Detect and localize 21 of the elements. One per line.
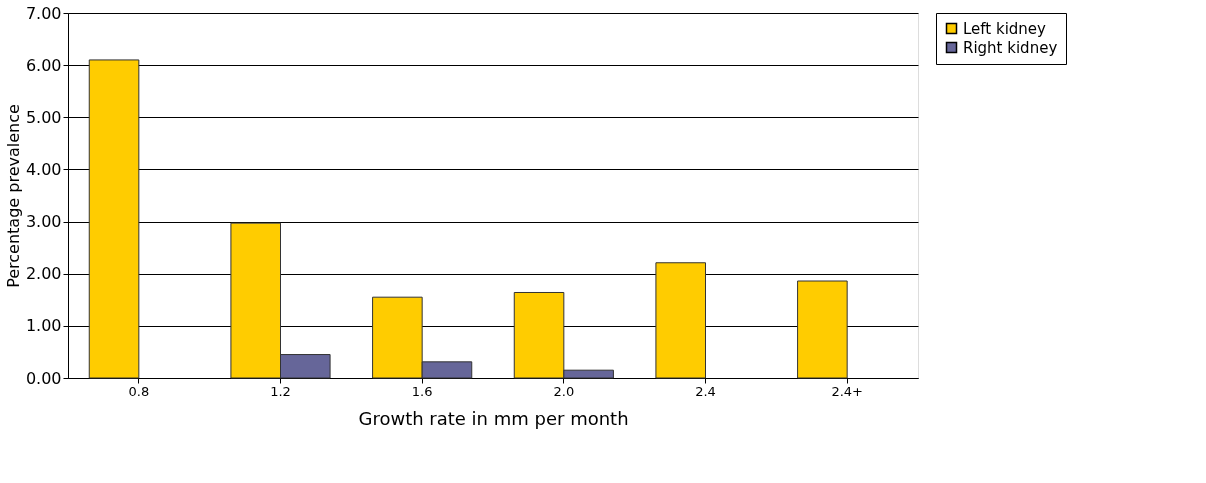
y-tick-label: 3.00 (25, 212, 62, 232)
legend-label: Right kidney (963, 38, 1058, 57)
y-tick-label: 7.00 (25, 3, 62, 23)
x-tick-label: 2.4+ (831, 383, 863, 399)
x-tick-label: 2.4 (695, 383, 716, 399)
x-axis-title: Growth rate in mm per month (358, 407, 629, 429)
bar (655, 262, 706, 379)
y-tick-label: 2.00 (25, 264, 62, 284)
y-tick-label: 0.00 (25, 368, 62, 388)
bar (88, 59, 140, 379)
y-tick-label: 4.00 (25, 159, 62, 179)
y-tick-label: 5.00 (25, 107, 62, 127)
x-tick-label: 2.0 (553, 383, 575, 399)
x-tick-label: 1.2 (270, 383, 291, 399)
legend-label: Left kidney (963, 19, 1047, 38)
y-tick-label: 6.00 (25, 55, 62, 75)
x-tick-label: 1.6 (411, 383, 433, 399)
x-tick-label: 0.8 (128, 383, 150, 399)
bar (797, 280, 848, 379)
y-tick-label: 1.00 (25, 316, 62, 336)
y-axis-title: Percentage prevalence (3, 104, 23, 288)
